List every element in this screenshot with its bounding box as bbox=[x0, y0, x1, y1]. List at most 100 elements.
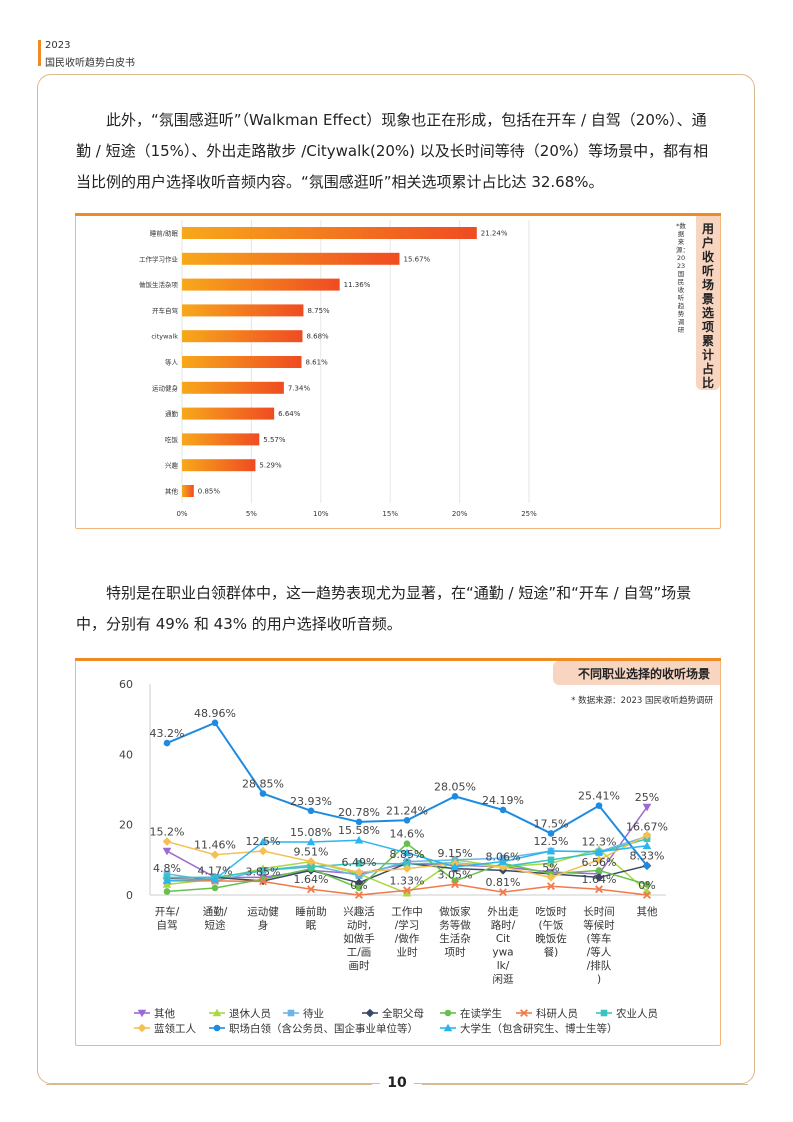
chart2-data-label: 43.2% bbox=[150, 727, 185, 740]
chart2-marker bbox=[163, 888, 171, 895]
chart2-x-tick-line: /等人 bbox=[587, 946, 612, 959]
chart1-x-tick-label: 5% bbox=[246, 510, 257, 518]
chart2-marker bbox=[210, 874, 220, 883]
chart2-top-rule bbox=[75, 658, 721, 661]
chart2-x-tick-line: ) bbox=[597, 974, 601, 986]
chart1-value-label: 15.67% bbox=[403, 255, 430, 263]
chart2-data-label: 23.93% bbox=[290, 795, 332, 808]
chart2-x-tick-label: 做饭家务等做生活杂项时 bbox=[439, 905, 471, 959]
chart2-x-tick-line: 如做手 bbox=[343, 932, 375, 945]
chart2-marker bbox=[212, 1008, 222, 1017]
chart2-x-tick-line: 长时间 bbox=[583, 905, 615, 918]
chart2-x-tick-line: 画时 bbox=[349, 960, 370, 972]
chart2-data-label: 4.8% bbox=[153, 862, 181, 875]
chart2-x-tick-line: 睡前助 bbox=[295, 905, 327, 918]
chart1-box bbox=[75, 213, 721, 529]
chart2-x-tick-line: 自驾 bbox=[157, 919, 178, 932]
chart1-category-label: 等人 bbox=[165, 358, 179, 367]
chart2-x-tick-label: 睡前助眠 bbox=[295, 905, 327, 932]
header-accent-bar bbox=[38, 40, 41, 66]
chart2-marker bbox=[259, 877, 267, 886]
chart2-legend-label: 全职父母 bbox=[382, 1007, 424, 1020]
chart2-data-label: 0.81% bbox=[486, 876, 521, 889]
chart1-category-label: 运动健身 bbox=[152, 383, 179, 392]
chart2-x-tick-line: 吃饭时 bbox=[535, 905, 567, 918]
chart2-x-tick-line: 工/画 bbox=[347, 947, 372, 959]
chart2-x-tick-line: 通勤/ bbox=[203, 905, 228, 918]
chart2-marker bbox=[162, 880, 172, 888]
chart2-x-tick-line: 短途 bbox=[205, 919, 226, 932]
header-title: 国民收听趋势白皮书 bbox=[45, 58, 135, 69]
chart1-value-label: 6.64% bbox=[278, 410, 301, 418]
chart1-bar bbox=[182, 356, 302, 368]
chart2-marker bbox=[643, 862, 651, 870]
chart1-bar bbox=[182, 330, 303, 343]
chart2-marker bbox=[594, 847, 604, 856]
chart2-marker bbox=[306, 837, 316, 846]
chart2-x-tick-line: 闲逛 bbox=[493, 973, 514, 986]
chart1-value-label: 7.34% bbox=[288, 384, 311, 392]
chart2-marker bbox=[210, 850, 220, 859]
chart2-marker bbox=[258, 837, 268, 846]
chart2-x-tick-line: 业时 bbox=[397, 947, 418, 959]
chart2-marker bbox=[595, 885, 603, 894]
chart2-marker bbox=[355, 860, 363, 867]
chart1-value-label: 0.85% bbox=[198, 488, 221, 496]
chart2-legend-label: 职场白领（含公务员、国企事业单位等） bbox=[229, 1022, 418, 1035]
chart1-value-label: 5.57% bbox=[263, 436, 286, 444]
chart2-x-tick-line: 工作中 bbox=[391, 905, 423, 918]
chart2-marker bbox=[498, 857, 508, 865]
chart2-x-tick-line: 运动健 bbox=[247, 906, 279, 918]
paragraph-1: 此外，“氛围感逛听”（Walkman Effect）现象也正在形成，包括在开车 … bbox=[76, 111, 709, 191]
chart2-x-tick-line: /排队 bbox=[587, 959, 612, 972]
chart2-y-tick-label: 0 bbox=[126, 889, 133, 902]
chart2-legend-label: 科研人员 bbox=[536, 1007, 578, 1020]
chart1-category-label: 开车自驾 bbox=[152, 306, 178, 315]
chart2-x-tick-line: /学习 bbox=[395, 919, 420, 932]
chart1-x-tick-label: 15% bbox=[382, 510, 398, 518]
chart1-bar bbox=[182, 227, 477, 239]
chart2-x-tick-label: 运动健身 bbox=[247, 906, 279, 932]
chart2-y-tick-label: 20 bbox=[119, 819, 133, 832]
chart2-x-tick-line: 眠 bbox=[306, 920, 317, 932]
chart2-marker bbox=[499, 806, 507, 814]
chart2-data-label: 3.05% bbox=[438, 868, 473, 881]
chart2-data-label: 4.17% bbox=[198, 864, 233, 877]
chart1-category-label: 吃饭 bbox=[165, 435, 179, 444]
chart2-marker bbox=[354, 878, 364, 887]
chart2-x-tick-line: 身 bbox=[258, 919, 269, 932]
chart1-category-label: 通勤 bbox=[165, 409, 179, 418]
chart2-marker bbox=[546, 846, 556, 855]
chart2-data-label: 5% bbox=[542, 861, 559, 874]
chart2-marker bbox=[211, 884, 219, 892]
chart2-marker bbox=[594, 873, 604, 882]
chart2-marker bbox=[450, 862, 460, 871]
chart1-category-label: citywalk bbox=[151, 333, 178, 341]
chart2-x-tick-line: 生活杂 bbox=[439, 932, 471, 945]
chart2-title: 不同职业选择的收听场景 bbox=[577, 667, 710, 681]
chart2-marker bbox=[137, 1009, 147, 1018]
chart2-data-label: 6.56% bbox=[582, 856, 617, 869]
chart1-bar bbox=[182, 278, 340, 291]
chart2-legend-label: 大学生（包含研究生、博士生等） bbox=[460, 1022, 618, 1035]
chart2-marker bbox=[451, 793, 459, 800]
chart2-x-tick-line: 晚饭佐 bbox=[535, 932, 567, 945]
chart2-marker bbox=[403, 817, 411, 824]
chart2-data-label: 16.67% bbox=[626, 820, 668, 833]
chart2-data-label: 15.58% bbox=[338, 824, 380, 837]
chart2-legend-label: 待业 bbox=[303, 1007, 324, 1020]
chart2-data-label: 17.5% bbox=[534, 817, 569, 830]
chart2-data-label: 25.41% bbox=[578, 790, 620, 803]
chart2-marker bbox=[259, 790, 267, 797]
chart2-data-label: 9.51% bbox=[294, 846, 329, 859]
chart1-bar bbox=[182, 433, 260, 446]
chart2-marker bbox=[213, 1024, 221, 1032]
chart2-marker bbox=[163, 739, 171, 747]
chart2-marker bbox=[258, 846, 268, 856]
chart2-marker bbox=[499, 888, 507, 897]
footer-rule-left bbox=[46, 1084, 372, 1085]
chart2-data-label: 1.33% bbox=[390, 874, 425, 887]
chart2-x-tick-line: 务等做 bbox=[439, 919, 471, 932]
chart2-marker bbox=[520, 1009, 528, 1017]
chart2-data-label: 12.3% bbox=[582, 836, 617, 849]
